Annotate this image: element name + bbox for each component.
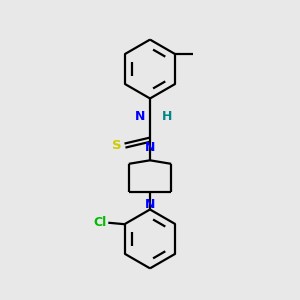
Text: S: S [112,139,122,152]
Text: H: H [162,110,173,123]
Text: N: N [145,198,155,211]
Text: N: N [145,141,155,154]
Text: Cl: Cl [94,216,107,229]
Text: N: N [135,110,145,123]
